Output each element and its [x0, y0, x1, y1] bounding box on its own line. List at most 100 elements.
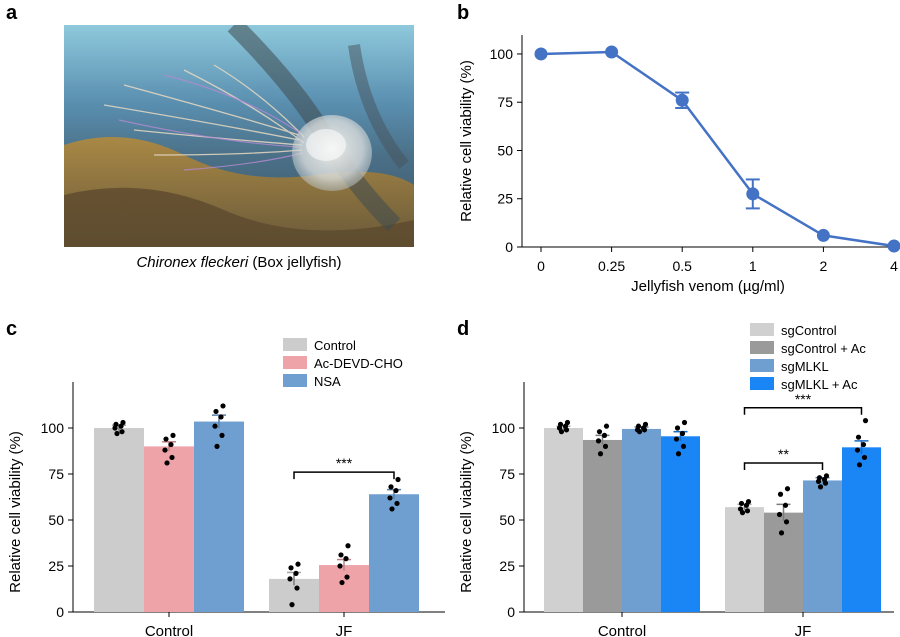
chart-c-replicate-dot — [214, 443, 220, 449]
chart-c-replicate-dot — [213, 408, 219, 415]
chart-d-replicate-dot — [681, 419, 688, 426]
chart-c-replicate-dot — [119, 429, 125, 435]
chart-d-replicate-dot — [595, 438, 602, 444]
chart-d-significance-bracket — [743, 407, 863, 415]
chart-d-replicate-dot — [680, 443, 687, 449]
chart-b-y-label: Relative cell viability (%) — [458, 60, 475, 222]
chart-d-legend-label: sgMLKL — [781, 359, 829, 374]
chart-b-x-tick-label: 1 — [749, 258, 757, 274]
chart-d-replicate-dot — [597, 451, 604, 457]
chart-d-y-tick-label: 100 — [492, 420, 516, 436]
panel-letter-c: c — [6, 318, 18, 340]
chart-d-significance-label: *** — [795, 391, 812, 407]
chart-c-x-tick-label: Control — [145, 623, 193, 637]
chart-c-replicate-dot — [164, 460, 170, 466]
chart-b-data-point — [605, 45, 619, 59]
chart-c-legend-swatch — [283, 338, 307, 351]
chart-b-x-tick-label: 0.25 — [598, 258, 625, 274]
chart-d-replicate-dot — [854, 447, 861, 453]
chart-d-replicate-dot — [855, 434, 862, 440]
chart-d-replicate-dot — [856, 462, 863, 468]
chart-d-bar — [583, 439, 622, 612]
jellyfish-photo — [64, 25, 414, 247]
chart-c-replicate-dot — [287, 576, 293, 582]
chart-c-replicate-dot — [120, 419, 126, 426]
chart-d-bar — [661, 436, 700, 612]
chart-d-replicate-dot — [557, 421, 564, 427]
chart-b-y-tick-label: 0 — [505, 239, 513, 255]
chart-c-bar — [144, 446, 194, 612]
chart-d-legend-label: sgControl + Ac — [781, 341, 866, 356]
chart-b-x-tick-label: 4 — [890, 258, 898, 274]
chart-c-replicate-dot — [219, 432, 225, 438]
chart-d-replicate-dot — [601, 432, 608, 438]
chart-d-replicate-dot — [784, 486, 791, 492]
chart-c-y-label: Relative cell viability (%) — [7, 431, 24, 593]
chart-c-replicate-dot — [163, 436, 169, 442]
chart-d-legend-swatch — [750, 377, 774, 390]
chart-c-y-tick-label: 50 — [48, 512, 64, 528]
chart-d-replicate-dot — [823, 473, 830, 479]
chart-b-y-tick-label: 75 — [497, 94, 513, 110]
chart-c-replicate-dot — [387, 495, 393, 501]
chart-d-replicate-dot — [673, 436, 680, 442]
chart-d-bar — [842, 447, 881, 612]
chart-d-replicate-dot — [738, 500, 745, 507]
chart-c-replicate-dot — [344, 574, 350, 580]
chart-c-replicate-dot — [388, 484, 394, 490]
chart-d-bar — [803, 480, 842, 612]
chart-c-y-tick-label: 100 — [41, 420, 65, 436]
chart-c-replicate-dot — [289, 602, 295, 608]
chart-d-x-tick-label: JF — [795, 623, 812, 637]
photo-caption: Chironex fleckeri (Box jellyfish) — [64, 254, 414, 271]
chart-d-replicate-dot — [860, 441, 867, 448]
chart-c-y-tick-label: 25 — [48, 558, 64, 574]
chart-d-legend-label: sgMLKL + Ac — [781, 377, 858, 392]
chart-c-bar — [319, 565, 369, 612]
chart-b-y-tick-label: 50 — [497, 142, 513, 158]
chart-c-legend-swatch — [283, 356, 307, 369]
chart-d-replicate-dot — [783, 519, 790, 525]
panel-letter-d: d — [457, 318, 470, 340]
chart-d-replicate-dot — [675, 451, 682, 457]
chart-c-bar — [194, 421, 244, 612]
chart-d-bar — [764, 512, 803, 612]
chart-c-replicate-dot — [169, 454, 175, 461]
chart-d-significance-label: ** — [778, 446, 789, 462]
chart-c-replicate-dot — [293, 570, 299, 576]
chart-c-replicate-dot — [162, 447, 168, 453]
chart-c-bar — [369, 494, 419, 612]
chart-b-x-label: Jellyfish venom (µg/ml) — [631, 278, 785, 295]
panel-letter-b: b — [457, 2, 470, 24]
chart-c-x-tick-label: JF — [336, 623, 353, 637]
chart-c-replicate-dot — [345, 543, 351, 549]
chart-d-replicate-dot — [744, 508, 751, 514]
chart-c-legend-label: Ac-DEVD-CHO — [314, 356, 403, 371]
chart-d-replicate-dot — [679, 430, 686, 437]
chart-d-replicate-dot — [776, 511, 783, 518]
chart-c-y-tick-label: 75 — [48, 466, 64, 482]
chart-b-x-tick-label: 0 — [537, 258, 545, 274]
chart-c-replicate-dot — [220, 403, 226, 409]
chart-c-replicate-dot — [288, 565, 294, 571]
panel-letter-a: a — [6, 2, 18, 24]
chart-c-replicate-dot — [393, 487, 399, 494]
chart-d-replicate-dot — [635, 423, 642, 429]
chart-c-replicate-dot — [339, 579, 345, 586]
chart-c-replicate-dot — [113, 421, 119, 427]
chart-b-x-tick-label: 2 — [820, 258, 828, 274]
chart-c-replicate-dot — [337, 563, 343, 569]
chart-d-replicate-dot — [782, 502, 789, 508]
chart-c-legend-label: NSA — [314, 374, 341, 389]
chart-d-replicate-dot — [674, 425, 681, 431]
chart-d-replicate-dot — [817, 484, 824, 490]
chart-d-replicate-dot — [603, 423, 610, 429]
chart-b-data-point — [675, 93, 689, 107]
chart-d-replicate-dot — [778, 530, 785, 536]
chart-c-replicate-dot — [212, 423, 218, 429]
chart-d-y-label: Relative cell viability (%) — [458, 431, 475, 593]
chart-d-legend-swatch — [750, 323, 774, 336]
chart-b-data-point — [534, 47, 548, 61]
